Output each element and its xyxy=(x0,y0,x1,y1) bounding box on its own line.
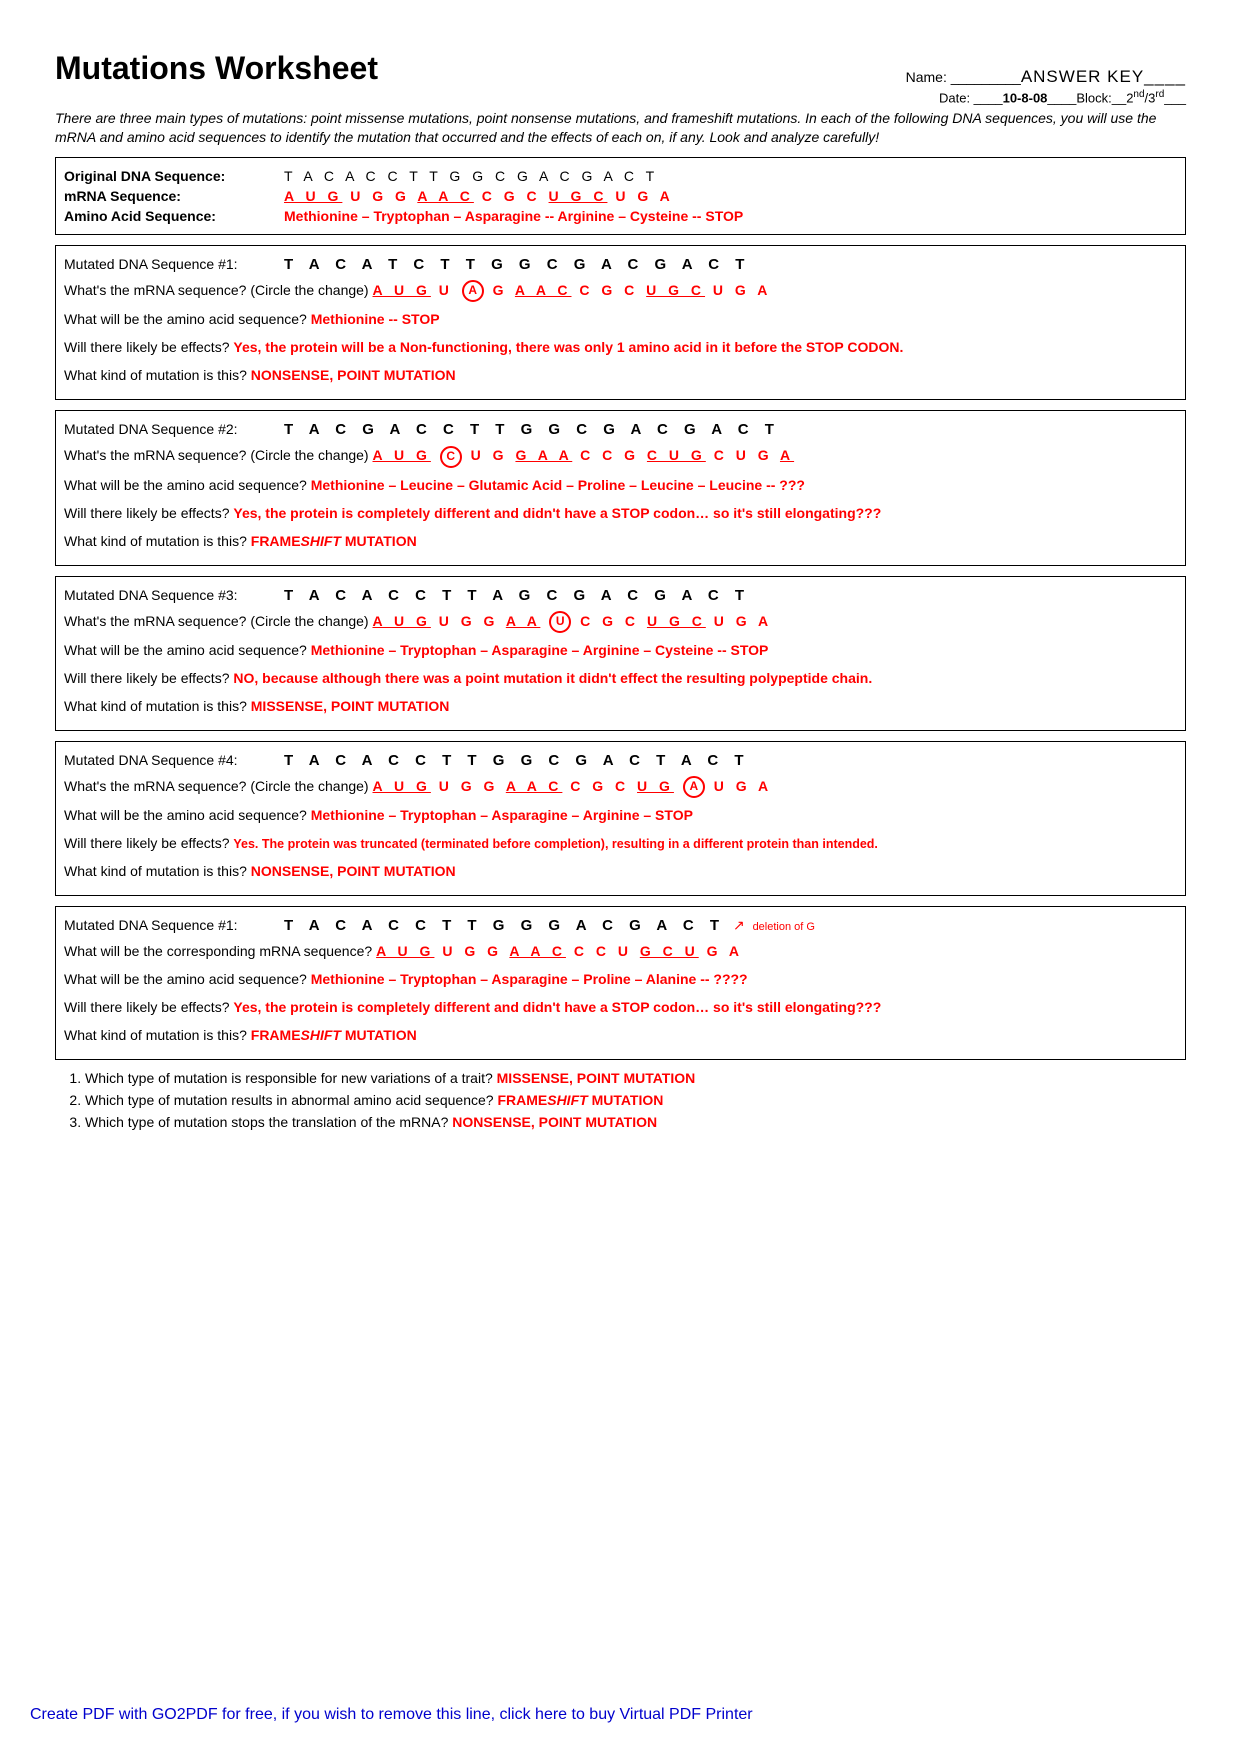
orig-aa-label: Amino Acid Sequence: xyxy=(64,208,284,224)
m1-dna: T A C A T C T T G G C G A C G A C T xyxy=(284,256,750,273)
m4-eff: Yes. The protein was truncated (terminat… xyxy=(233,837,878,851)
block-end: ___ xyxy=(1164,90,1186,105)
date-line: Date: ____10-8-08____Block:__2nd/3rd___ xyxy=(55,89,1186,105)
m4-mrna-line: What's the mRNA sequence? (Circle the ch… xyxy=(64,776,1177,798)
orig-dna-seq: T A C A C C T T G G C G A C G A C T xyxy=(284,168,658,184)
orig-dna-label: Original DNA Sequence: xyxy=(64,168,284,184)
m5-dna: T A C A C C T T G G G A C G A C T xyxy=(284,917,725,934)
arrow-icon: ↗ xyxy=(733,917,745,933)
m5-eff: Yes, the protein is completely different… xyxy=(233,999,881,1015)
m2-label: Mutated DNA Sequence #2: xyxy=(64,421,284,437)
m2-mrna-line: What's the mRNA sequence? (Circle the ch… xyxy=(64,445,1177,467)
m1-mrna-line: What's the mRNA sequence? (Circle the ch… xyxy=(64,280,1177,302)
mutation2-box: Mutated DNA Sequence #2: T A C G A C C T… xyxy=(55,410,1186,565)
m3-mrna-line: What's the mRNA sequence? (Circle the ch… xyxy=(64,611,1177,633)
mutation4-box: Mutated DNA Sequence #4: T A C A C C T T… xyxy=(55,741,1186,896)
m2-aa: Methionine – Leucine – Glutamic Acid – P… xyxy=(311,477,805,493)
question-3: Which type of mutation stops the transla… xyxy=(85,1114,1186,1130)
m4-dna: T A C A C C T T G G C G A C T A C T xyxy=(284,752,750,769)
mutation5-box: Mutated DNA Sequence #1: T A C A C C T T… xyxy=(55,906,1186,1060)
m1-aa: Methionine -- STOP xyxy=(311,311,440,327)
m3-kind: MISSENSE, POINT MUTATION xyxy=(251,698,450,714)
m1-kind: NONSENSE, POINT MUTATION xyxy=(251,367,456,383)
question-1: Which type of mutation is responsible fo… xyxy=(85,1070,1186,1086)
orig-aa-seq: Methionine – Tryptophan – Asparagine -- … xyxy=(284,208,743,224)
m5-label: Mutated DNA Sequence #1: xyxy=(64,917,284,933)
deletion-note: deletion of G xyxy=(753,921,815,933)
m1-label: Mutated DNA Sequence #1: xyxy=(64,256,284,272)
worksheet-title: Mutations Worksheet xyxy=(55,50,378,87)
answer-1: MISSENSE, POINT MUTATION xyxy=(497,1070,696,1086)
m3-label: Mutated DNA Sequence #3: xyxy=(64,587,284,603)
date-label: Date: ____ xyxy=(939,90,1003,105)
answer-3: NONSENSE, POINT MUTATION xyxy=(452,1114,657,1130)
date-suffix: ____Block:__ xyxy=(1047,90,1126,105)
intro-text: There are three main types of mutations:… xyxy=(55,109,1186,147)
m3-dna: T A C A C C T T A G C G A C G A C T xyxy=(284,587,750,604)
mutation1-box: Mutated DNA Sequence #1: T A C A T C T T… xyxy=(55,245,1186,400)
date-value: 10-8-08 xyxy=(1003,90,1048,105)
m2-dna: T A C G A C C T T G G C G A C G A C T xyxy=(284,421,780,438)
orig-mrna-seq: A U G U G G A A C C G C U G C U G A xyxy=(284,188,674,204)
pdf-footer-link[interactable]: Create PDF with GO2PDF for free, if you … xyxy=(30,1706,753,1724)
name-line: Name: _________ANSWER KEY____ xyxy=(906,67,1186,87)
name-value: ANSWER KEY____ xyxy=(1021,67,1186,86)
summary-questions: Which type of mutation is responsible fo… xyxy=(55,1070,1186,1130)
name-label: Name: _________ xyxy=(906,69,1021,85)
m4-aa: Methionine – Tryptophan – Asparagine – A… xyxy=(311,807,693,823)
m5-kind: FRAMESHIFT MUTATION xyxy=(251,1027,417,1043)
m3-aa: Methionine – Tryptophan – Asparagine – A… xyxy=(311,642,769,658)
answer-2: FRAMESHIFT MUTATION xyxy=(497,1092,663,1108)
m3-eff: NO, because although there was a point m… xyxy=(233,670,872,686)
m4-label: Mutated DNA Sequence #4: xyxy=(64,752,284,768)
question-2: Which type of mutation results in abnorm… xyxy=(85,1092,1186,1108)
m2-eff: Yes, the protein is completely different… xyxy=(233,505,881,521)
header-row: Mutations Worksheet Name: _________ANSWE… xyxy=(55,50,1186,87)
m5-aa: Methionine – Tryptophan – Asparagine – P… xyxy=(311,971,748,987)
mutation3-box: Mutated DNA Sequence #3: T A C A C C T T… xyxy=(55,576,1186,731)
original-box: Original DNA Sequence: T A C A C C T T G… xyxy=(55,157,1186,235)
m1-eff: Yes, the protein will be a Non-functioni… xyxy=(233,339,903,355)
m2-kind: FRAMESHIFT MUTATION xyxy=(251,533,417,549)
block-suffix: /3 xyxy=(1145,90,1156,105)
orig-mrna-label: mRNA Sequence: xyxy=(64,188,284,204)
m4-kind: NONSENSE, POINT MUTATION xyxy=(251,863,456,879)
m5-mrna-line: What will be the corresponding mRNA sequ… xyxy=(64,941,1177,962)
